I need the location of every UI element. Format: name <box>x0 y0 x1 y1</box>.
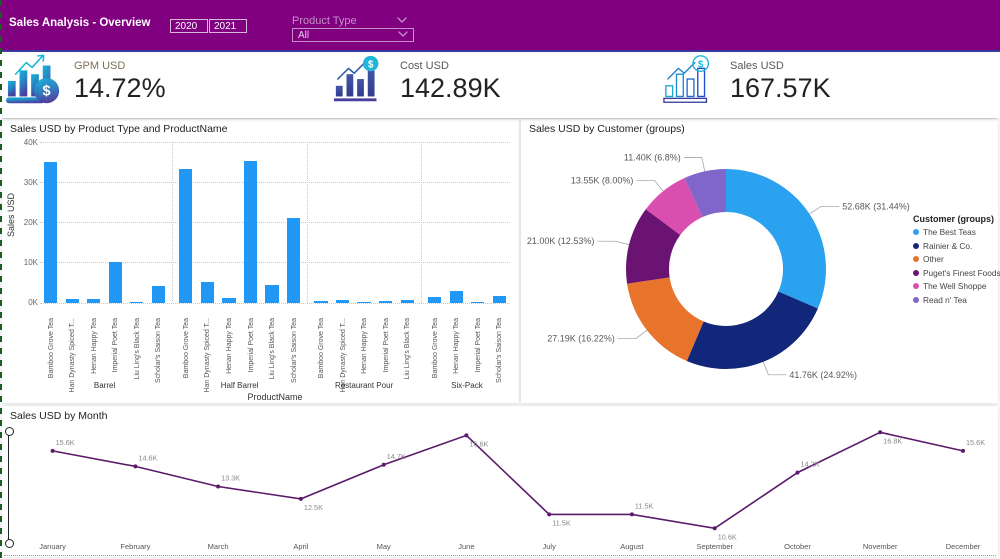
svg-text:November: November <box>863 542 898 551</box>
svg-text:$: $ <box>698 59 704 70</box>
svg-text:March: March <box>208 542 229 551</box>
svg-text:May: May <box>377 542 391 551</box>
svg-text:14.2K: 14.2K <box>801 460 820 469</box>
svg-text:21.00K (12.53%): 21.00K (12.53%) <box>527 236 595 246</box>
svg-text:16.6K: 16.6K <box>469 439 488 448</box>
svg-text:12.5K: 12.5K <box>304 503 323 512</box>
svg-text:$: $ <box>368 59 374 70</box>
svg-text:June: June <box>458 542 474 551</box>
svg-text:13.3K: 13.3K <box>221 474 240 483</box>
svg-text:11.5K: 11.5K <box>552 518 571 527</box>
svg-text:41.76K (24.92%): 41.76K (24.92%) <box>789 370 857 380</box>
svg-text:January: January <box>39 542 66 551</box>
svg-text:16.8K: 16.8K <box>883 436 902 445</box>
svg-text:April: April <box>293 542 308 551</box>
svg-text:15.6K: 15.6K <box>966 438 985 447</box>
svg-text:August: August <box>620 542 644 551</box>
svg-text:December: December <box>946 542 981 551</box>
svg-text:September: September <box>696 542 733 551</box>
svg-text:October: October <box>784 542 811 551</box>
svg-text:$: $ <box>43 83 51 99</box>
svg-text:10.6K: 10.6K <box>718 532 737 541</box>
svg-text:11.5K: 11.5K <box>635 501 654 510</box>
svg-text:13.55K (8.00%): 13.55K (8.00%) <box>571 175 634 185</box>
svg-text:July: July <box>543 542 557 551</box>
svg-text:14.7K: 14.7K <box>387 452 406 461</box>
svg-text:11.40K (6.8%): 11.40K (6.8%) <box>624 153 681 163</box>
svg-text:27.19K (16.22%): 27.19K (16.22%) <box>547 334 615 344</box>
svg-text:14.6K: 14.6K <box>138 453 157 462</box>
svg-text:February: February <box>120 542 150 551</box>
svg-text:15.6K: 15.6K <box>56 438 75 447</box>
svg-text:52.68K (31.44%): 52.68K (31.44%) <box>842 201 910 211</box>
